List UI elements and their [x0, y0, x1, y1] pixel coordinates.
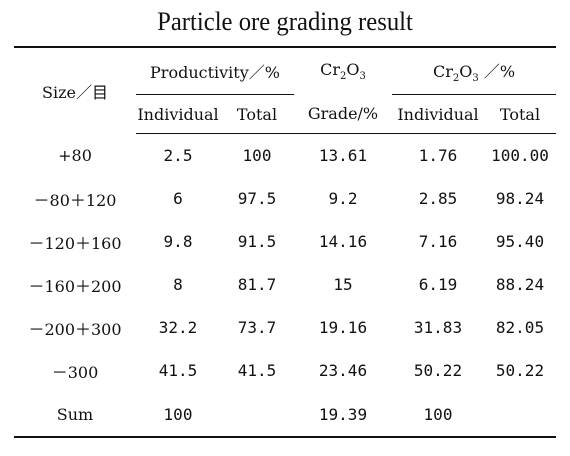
- cell-dist-total: 82.05: [495, 318, 545, 337]
- cell-size: －80＋120: [33, 190, 117, 210]
- header-cr-grade: Cr2O3: [320, 60, 366, 83]
- cell-prod-individual: 41.5: [158, 361, 198, 380]
- cell-dist-individual: 100: [423, 404, 453, 424]
- cell-grade: 19.39: [318, 404, 368, 424]
- cell-dist-individual: 6.19: [418, 275, 458, 294]
- cell-prod-individual: 9.8: [163, 232, 193, 251]
- cell-size: －160＋200: [28, 276, 122, 296]
- cell-prod-individual: 32.2: [158, 318, 198, 337]
- cell-dist-individual: 2.85: [418, 189, 458, 208]
- cell-prod-total: [220, 392, 294, 436]
- cell-dist-individual: 50.22: [413, 361, 463, 380]
- cell-prod-total: 97.5: [237, 189, 277, 208]
- cell-dist-individual: 1.76: [418, 146, 458, 165]
- cell-grade: 14.16: [318, 232, 368, 251]
- cell-grade: 15: [333, 275, 353, 294]
- cell-prod-total: 81.7: [237, 275, 277, 294]
- table-row: +80 2.5 100 13.61 1.76 100.00: [14, 134, 556, 178]
- cell-prod-total: 41.5: [237, 361, 277, 380]
- cell-grade: 13.61: [318, 146, 368, 165]
- cell-dist-total: 98.24: [495, 189, 545, 208]
- header-cr-distribution: Cr2O3 ／%: [392, 48, 556, 95]
- cell-prod-total: 91.5: [237, 232, 277, 251]
- header-productivity: Productivity／%: [136, 48, 294, 95]
- cell-dist-individual: 31.83: [413, 318, 463, 337]
- grading-table: Size／目 Productivity／% Cr2O3 Cr2O3 ／% Ind…: [14, 46, 556, 438]
- cell-grade: 19.16: [318, 318, 368, 337]
- header-individual-productivity: Individual: [136, 94, 220, 134]
- cell-grade: 9.2: [328, 189, 358, 208]
- table-row: －200＋300 32.2 73.7 19.16 31.83 82.05: [14, 306, 556, 349]
- table-row: －80＋120 6 97.5 9.2 2.85 98.24: [14, 177, 556, 220]
- cell-size: －120＋160: [28, 233, 122, 253]
- cell-size: Sum: [56, 404, 94, 424]
- cell-prod-individual: 6: [173, 189, 183, 208]
- header-individual-distribution: Individual: [392, 94, 484, 134]
- cell-prod-total: 73.7: [237, 318, 277, 337]
- cell-size: +80: [58, 145, 92, 165]
- cell-dist-total: 100.00: [491, 146, 549, 165]
- table-row: －300 41.5 41.5 23.46 50.22 50.22: [14, 349, 556, 392]
- header-size: Size／目: [42, 82, 108, 102]
- cell-grade: 23.46: [318, 361, 368, 380]
- cell-prod-total: 100: [242, 146, 272, 165]
- header-grade: Grade/%: [294, 94, 392, 134]
- cell-prod-individual: 8: [173, 275, 183, 294]
- cell-dist-individual: 7.16: [418, 232, 458, 251]
- cell-dist-total: [484, 392, 556, 436]
- header-total-productivity: Total: [220, 94, 294, 134]
- cell-prod-individual: 2.5: [163, 146, 193, 165]
- cell-dist-total: 95.40: [495, 232, 545, 251]
- cell-dist-total: 50.22: [495, 361, 545, 380]
- cell-size: －200＋300: [28, 319, 122, 339]
- table-row: －120＋160 9.8 91.5 14.16 7.16 95.40: [14, 220, 556, 263]
- cell-dist-total: 88.24: [495, 275, 545, 294]
- cell-size: －300: [51, 362, 99, 382]
- table-row: －160＋200 8 81.7 15 6.19 88.24: [14, 263, 556, 306]
- cell-prod-individual: 100: [163, 404, 193, 424]
- header-total-distribution: Total: [484, 94, 556, 134]
- table-row-sum: Sum 100 19.39 100: [14, 392, 556, 436]
- table-title: Particle ore grading result: [157, 7, 413, 36]
